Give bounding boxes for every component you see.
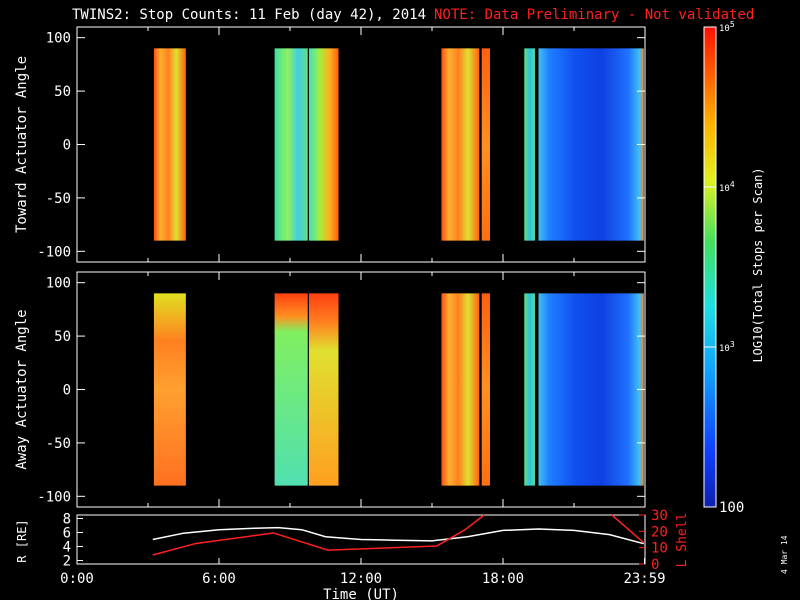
x-tick-label: 23:59 xyxy=(623,571,665,587)
y-axis-label: Away Actuator Angle xyxy=(14,309,30,469)
x-tick-label: 0:00 xyxy=(60,571,94,587)
colorbar-tick-label: 100 xyxy=(719,500,744,516)
right-tick-label: 10 xyxy=(651,541,668,557)
colorbar-tick-label: 104 xyxy=(719,180,735,194)
title-main: TWINS2: Stop Counts: 11 Feb (day 42), 20… xyxy=(72,7,427,23)
colorbar-tick-label: 103 xyxy=(719,340,735,354)
heatmap-block xyxy=(538,293,644,486)
left-tick-label: 6 xyxy=(63,526,71,542)
heatmap-block xyxy=(308,293,339,486)
x-tick-label: 12:00 xyxy=(340,571,382,587)
left-tick-label: 2 xyxy=(63,554,71,570)
y-tick-label: 50 xyxy=(54,329,71,345)
heatmap-block xyxy=(153,48,186,241)
colorbar-tick-label: 105 xyxy=(719,20,735,34)
title-note: NOTE: Data Preliminary - Not validated xyxy=(434,7,755,23)
y-tick-label: 50 xyxy=(54,84,71,100)
colorbar-label: LOG10(Total Stops per Scan) xyxy=(751,167,765,362)
heatmap-block xyxy=(441,48,480,241)
left-axis-label: R [RE] xyxy=(15,519,29,562)
y-tick-label: -100 xyxy=(37,489,71,505)
heatmap-block xyxy=(274,48,308,241)
heatmap-block xyxy=(481,48,490,241)
heatmap-block xyxy=(153,293,186,486)
series-line-r xyxy=(152,526,645,545)
right-axis-label: L Shell xyxy=(675,513,690,568)
y-tick-label: 100 xyxy=(46,276,71,292)
y-tick-label: 0 xyxy=(63,138,71,154)
x-tick-label: 18:00 xyxy=(482,571,524,587)
right-tick-label: 20 xyxy=(651,524,668,540)
heatmap-block xyxy=(441,293,480,486)
x-axis-label: Time (UT) xyxy=(323,587,399,600)
right-tick-label: 0 xyxy=(651,557,659,573)
left-tick-label: 4 xyxy=(63,540,71,556)
y-tick-label: -100 xyxy=(37,244,71,260)
series-line-l-shell-2 xyxy=(611,514,645,544)
right-tick-label: 30 xyxy=(651,508,668,524)
y-axis-label: Toward Actuator Angle xyxy=(14,56,30,233)
heatmap-block xyxy=(481,293,490,486)
y-tick-label: 0 xyxy=(63,383,71,399)
date-stamp: 4 Mar 14 xyxy=(780,535,789,574)
heatmap-block xyxy=(308,48,339,241)
x-tick-label: 6:00 xyxy=(202,571,236,587)
heatmap-block xyxy=(274,293,308,486)
y-tick-label: -50 xyxy=(46,436,71,452)
heatmap-block xyxy=(538,48,644,241)
series-line-l-shell xyxy=(152,514,485,556)
heatmap-block xyxy=(524,293,535,486)
colorbar xyxy=(703,26,717,508)
left-tick-label: 8 xyxy=(63,512,71,528)
chart-title: TWINS2: Stop Counts: 11 Feb (day 42), 20… xyxy=(0,7,800,27)
y-tick-label: -50 xyxy=(46,191,71,207)
y-tick-label: 100 xyxy=(46,31,71,47)
heatmap-block xyxy=(524,48,535,241)
